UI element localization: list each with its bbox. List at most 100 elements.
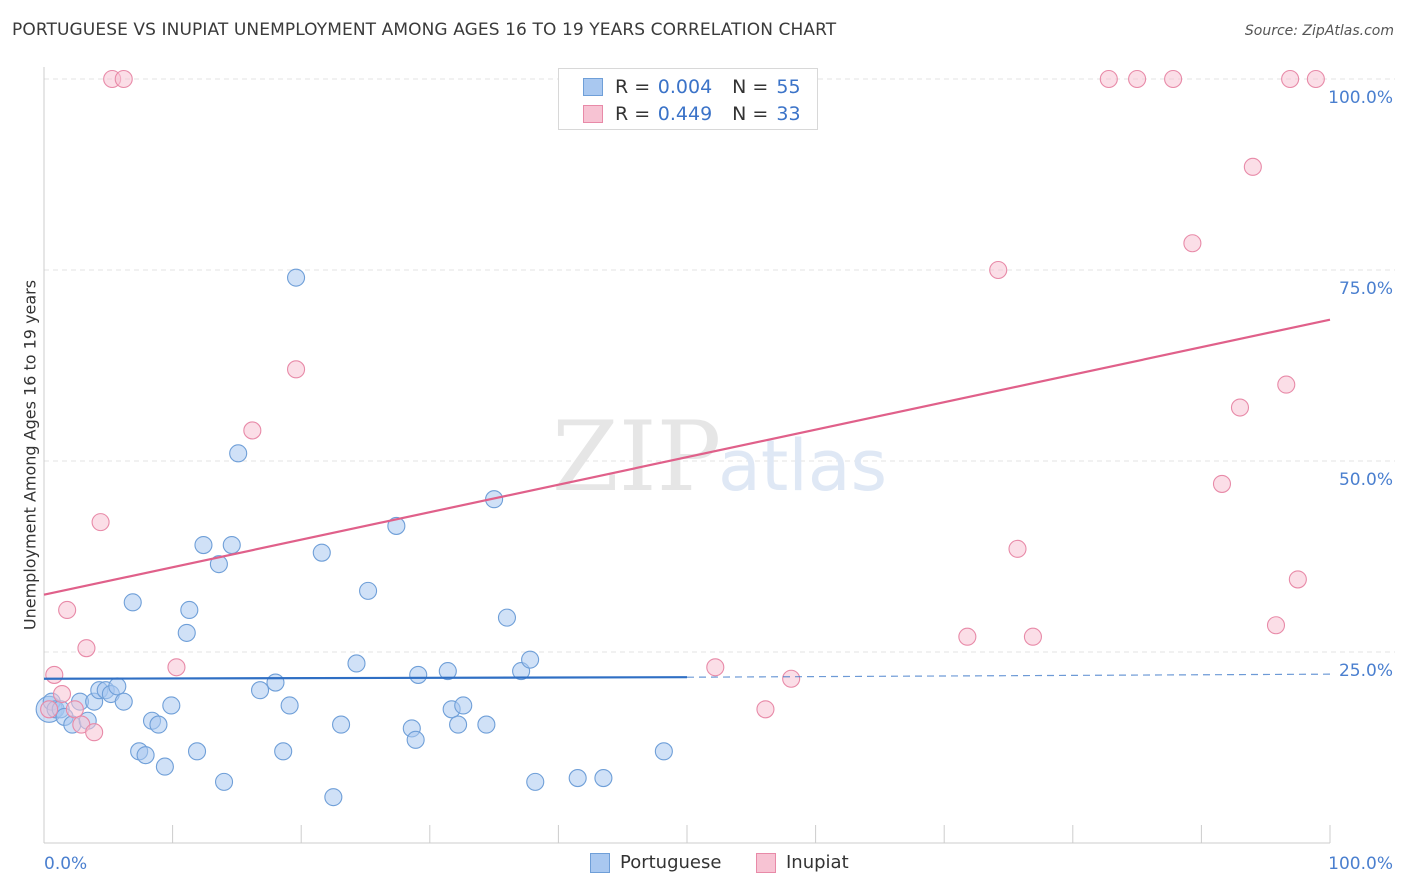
legend-r-value: 0.449 xyxy=(657,103,713,125)
inupiat-point xyxy=(1281,69,1300,89)
y-tick-label: 25.0% xyxy=(1339,661,1393,681)
x-tick-labels: 0.0% 100.0% xyxy=(44,854,1393,874)
portuguese-point xyxy=(312,543,331,562)
portuguese-swatch xyxy=(583,78,603,96)
inupiat-point xyxy=(1266,616,1286,635)
gridlines xyxy=(44,78,1395,653)
inupiat-point xyxy=(85,723,104,742)
inupiat-point xyxy=(1306,69,1325,89)
legend-row-portuguese: R = 0.004 N = 55 xyxy=(583,74,801,100)
portuguese-point xyxy=(155,757,174,776)
portuguese-point xyxy=(347,654,366,673)
x-tick-label: 100.0% xyxy=(1328,854,1393,874)
portuguese-point xyxy=(114,692,133,711)
inupiat-point xyxy=(1023,627,1042,646)
portuguese-point xyxy=(280,696,299,715)
portuguese-point xyxy=(214,772,234,791)
portuguese-point xyxy=(187,742,207,761)
inupiat-swatch xyxy=(583,105,603,123)
series-legend: Portuguese Inupiat xyxy=(0,852,1406,878)
inupiat-point xyxy=(1164,69,1183,89)
portuguese-point xyxy=(136,746,155,765)
inupiat-trend-line xyxy=(43,318,1331,596)
portuguese-point xyxy=(387,516,406,535)
legend-item-label: Portuguese xyxy=(620,852,722,873)
portuguese-point xyxy=(409,665,428,684)
inupiat-point xyxy=(782,669,801,688)
portuguese-point xyxy=(229,444,248,463)
legend-item-inupiat: Inupiat xyxy=(756,852,849,873)
inupiat-point xyxy=(1243,157,1262,176)
portuguese-point xyxy=(287,268,306,287)
inupiat-point xyxy=(1288,570,1307,589)
inupiat-swatch xyxy=(756,852,776,873)
inupiat-point xyxy=(1277,375,1296,394)
portuguese-point xyxy=(568,769,587,788)
portuguese-point xyxy=(454,696,473,715)
portuguese-point xyxy=(497,608,517,627)
x-tick-label: 0.0% xyxy=(44,854,87,874)
portuguese-points xyxy=(35,268,673,807)
portuguese-point xyxy=(123,593,142,612)
inupiat-points xyxy=(40,69,1325,742)
portuguese-point xyxy=(108,677,127,696)
y-tick-labels: 25.0% 50.0% 75.0% 100.0% xyxy=(1328,88,1393,681)
inupiat-point xyxy=(706,658,725,677)
legend-r-label: R = xyxy=(615,103,651,125)
inupiat-point xyxy=(40,700,59,719)
portuguese-point xyxy=(332,715,351,734)
inupiat-point xyxy=(756,700,775,719)
legend-n-label: N = xyxy=(732,76,769,98)
legend-r-label: R = xyxy=(615,76,651,98)
inupiat-point xyxy=(114,69,133,89)
legend-n-label: N = xyxy=(732,103,769,125)
portuguese-point xyxy=(359,581,378,600)
portuguese-trend-line xyxy=(43,676,688,680)
inupiat-point xyxy=(1230,398,1250,417)
inupiat-point xyxy=(1128,69,1147,89)
watermark: ZIP atlas xyxy=(552,401,887,513)
inupiat-point xyxy=(91,513,110,532)
portuguese-point xyxy=(194,535,213,555)
legend-n-value: 33 xyxy=(776,103,801,125)
trend-lines xyxy=(43,318,1331,680)
y-tick-label: 100.0% xyxy=(1328,88,1393,108)
legend-item-label: Inupiat xyxy=(786,852,849,873)
portuguese-point xyxy=(274,742,293,761)
portuguese-point xyxy=(654,742,673,761)
inupiat-point xyxy=(1099,69,1118,89)
source-credit: Source: ZipAtlas.com xyxy=(1244,23,1394,39)
portuguese-point xyxy=(209,555,228,574)
portuguese-point xyxy=(149,715,168,734)
portuguese-point xyxy=(222,535,241,555)
portuguese-point xyxy=(449,715,468,734)
chart-title: PORTUGUESE VS INUPIAT UNEMPLOYMENT AMONG… xyxy=(12,20,837,40)
legend-item-portuguese: Portuguese xyxy=(590,852,721,873)
legend-r-value: 0.004 xyxy=(657,76,713,98)
portuguese-point xyxy=(406,730,425,749)
inupiat-point xyxy=(45,665,64,684)
inupiat-point xyxy=(958,627,977,646)
inupiat-point xyxy=(1183,234,1202,253)
portuguese-point xyxy=(180,600,199,620)
inupiat-point xyxy=(287,360,306,379)
inupiat-point xyxy=(52,684,72,704)
legend-n-value: 55 xyxy=(776,76,801,98)
portuguese-point xyxy=(177,623,196,642)
portuguese-point xyxy=(594,769,613,788)
portuguese-point xyxy=(162,696,181,715)
inupiat-point xyxy=(58,600,77,620)
correlation-legend: R = 0.004 N = 55 R = 0.449 N = 33 xyxy=(558,68,818,130)
portuguese-point xyxy=(526,772,545,791)
portuguese-point xyxy=(438,662,457,681)
portuguese-point xyxy=(324,788,343,807)
portuguese-point xyxy=(477,715,496,734)
y-tick-label: 50.0% xyxy=(1339,470,1393,490)
portuguese-point xyxy=(266,673,285,692)
watermark-atlas: atlas xyxy=(718,425,887,507)
inupiat-point xyxy=(77,639,96,658)
inupiat-point xyxy=(1008,539,1027,558)
inupiat-point xyxy=(167,658,186,677)
portuguese-swatch xyxy=(590,852,610,873)
